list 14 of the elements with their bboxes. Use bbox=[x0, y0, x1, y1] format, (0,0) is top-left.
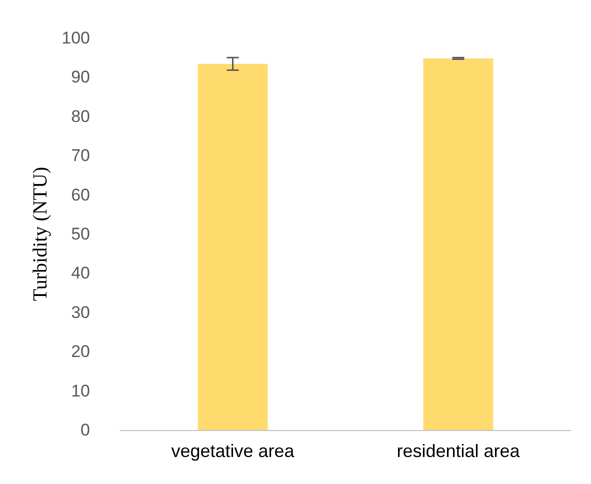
y-tick-label: 100 bbox=[62, 28, 90, 48]
y-axis-title: Turbidity (NTU) bbox=[30, 166, 52, 302]
x-tick-label: vegetative area bbox=[171, 441, 296, 461]
y-tick-label: 20 bbox=[71, 342, 90, 362]
y-tick-label: 60 bbox=[71, 185, 90, 204]
x-tick-label: residential area bbox=[396, 441, 521, 461]
y-tick-label: 10 bbox=[71, 381, 90, 400]
y-tick-label: 0 bbox=[80, 420, 90, 440]
y-tick-label: 80 bbox=[71, 106, 90, 126]
y-tick-label: 50 bbox=[71, 224, 90, 244]
y-tick-label: 30 bbox=[71, 302, 90, 322]
y-tick-label: 70 bbox=[71, 146, 90, 166]
y-tick-label: 40 bbox=[71, 264, 90, 283]
y-tick-label: 90 bbox=[71, 68, 90, 87]
